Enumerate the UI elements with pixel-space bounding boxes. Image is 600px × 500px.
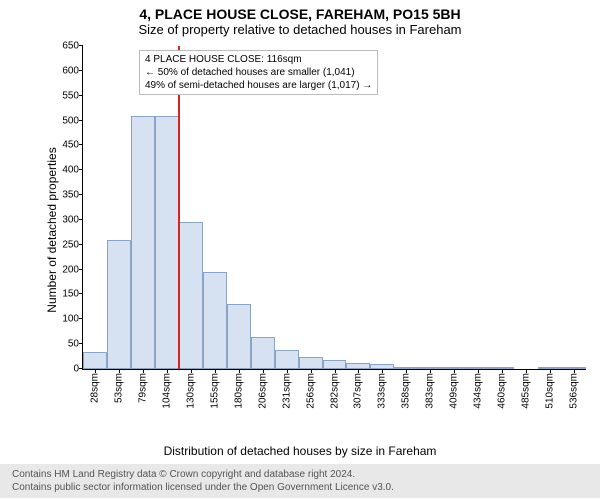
x-tick-mark xyxy=(406,369,407,373)
y-tick-mark xyxy=(79,244,83,245)
x-tick-mark xyxy=(191,369,192,373)
annotation-line3: 49% of semi-detached houses are larger (… xyxy=(145,79,372,92)
x-tick-label: 409sqm xyxy=(449,373,460,409)
annotation-box: 4 PLACE HOUSE CLOSE: 116sqm ← 50% of det… xyxy=(139,50,378,95)
y-tick-mark xyxy=(79,219,83,220)
annotation-line1: 4 PLACE HOUSE CLOSE: 116sqm xyxy=(145,53,372,66)
y-tick-mark xyxy=(79,293,83,294)
x-tick-label: 485sqm xyxy=(521,373,532,409)
x-tick-label: 130sqm xyxy=(185,373,196,409)
x-tick-mark xyxy=(454,369,455,373)
y-tick-label: 600 xyxy=(62,65,79,76)
y-tick-mark xyxy=(79,194,83,195)
y-tick-label: 250 xyxy=(62,239,79,250)
y-tick-mark xyxy=(79,269,83,270)
x-tick-label: 333sqm xyxy=(377,373,388,409)
y-tick-mark xyxy=(79,95,83,96)
histogram-bar xyxy=(299,357,323,369)
footer-line1: Contains HM Land Registry data © Crown c… xyxy=(12,468,588,481)
x-tick-mark xyxy=(95,369,96,373)
x-tick-label: 358sqm xyxy=(401,373,412,409)
x-tick-mark xyxy=(119,369,120,373)
y-tick-mark xyxy=(79,120,83,121)
x-tick-label: 53sqm xyxy=(113,373,124,403)
x-tick-label: 206sqm xyxy=(257,373,268,409)
histogram-bar xyxy=(179,222,203,369)
y-tick-label: 50 xyxy=(68,339,79,350)
x-tick-label: 510sqm xyxy=(545,373,556,409)
x-tick-label: 231sqm xyxy=(281,373,292,409)
x-tick-label: 536sqm xyxy=(569,373,580,409)
footer-line2: Contains public sector information licen… xyxy=(12,481,588,494)
x-tick-label: 307sqm xyxy=(353,373,364,409)
x-tick-label: 155sqm xyxy=(209,373,220,409)
histogram-bar xyxy=(203,272,227,369)
annotation-line2: ← 50% of detached houses are smaller (1,… xyxy=(145,66,372,79)
histogram-bar xyxy=(275,350,299,369)
x-tick-label: 28sqm xyxy=(89,373,100,403)
y-tick-mark xyxy=(79,45,83,46)
y-tick-label: 500 xyxy=(62,115,79,126)
x-tick-mark xyxy=(239,369,240,373)
y-tick-label: 550 xyxy=(62,90,79,101)
x-tick-mark xyxy=(478,369,479,373)
y-tick-mark xyxy=(79,318,83,319)
x-tick-mark xyxy=(335,369,336,373)
chart-title: 4, PLACE HOUSE CLOSE, FAREHAM, PO15 5BH xyxy=(0,0,600,22)
x-tick-mark xyxy=(550,369,551,373)
y-tick-label: 100 xyxy=(62,314,79,325)
x-tick-mark xyxy=(382,369,383,373)
y-tick-label: 650 xyxy=(62,41,79,52)
y-tick-label: 350 xyxy=(62,190,79,201)
x-tick-mark xyxy=(574,369,575,373)
x-tick-mark xyxy=(167,369,168,373)
x-tick-mark xyxy=(430,369,431,373)
y-axis-label: Number of detached properties xyxy=(45,147,59,312)
histogram-bar xyxy=(83,352,107,369)
histogram-bar xyxy=(251,337,275,369)
x-tick-mark xyxy=(502,369,503,373)
plot-region: 4 PLACE HOUSE CLOSE: 116sqm ← 50% of det… xyxy=(82,46,586,370)
histogram-bar xyxy=(107,240,131,369)
x-tick-mark xyxy=(358,369,359,373)
x-tick-label: 180sqm xyxy=(233,373,244,409)
y-tick-mark xyxy=(79,70,83,71)
x-tick-label: 460sqm xyxy=(497,373,508,409)
y-tick-label: 150 xyxy=(62,289,79,300)
x-axis-label: Distribution of detached houses by size … xyxy=(0,444,600,458)
x-tick-label: 383sqm xyxy=(425,373,436,409)
x-tick-label: 79sqm xyxy=(137,373,148,403)
x-tick-mark xyxy=(311,369,312,373)
y-tick-label: 0 xyxy=(73,364,79,375)
histogram-bar xyxy=(227,304,251,369)
chart-area: Number of detached properties 4 PLACE HO… xyxy=(48,46,590,414)
x-tick-mark xyxy=(263,369,264,373)
x-tick-label: 434sqm xyxy=(473,373,484,409)
histogram-bar xyxy=(131,116,155,369)
histogram-bar xyxy=(155,116,179,369)
x-tick-mark xyxy=(526,369,527,373)
x-tick-label: 256sqm xyxy=(305,373,316,409)
x-tick-label: 282sqm xyxy=(329,373,340,409)
y-tick-mark xyxy=(79,343,83,344)
footer: Contains HM Land Registry data © Crown c… xyxy=(0,464,600,498)
y-tick-label: 450 xyxy=(62,140,79,151)
y-tick-label: 300 xyxy=(62,214,79,225)
x-tick-label: 104sqm xyxy=(161,373,172,409)
y-tick-label: 400 xyxy=(62,165,79,176)
x-tick-mark xyxy=(143,369,144,373)
histogram-bar xyxy=(323,360,347,369)
y-tick-mark xyxy=(79,144,83,145)
chart-subtitle: Size of property relative to detached ho… xyxy=(0,22,600,41)
y-tick-label: 200 xyxy=(62,264,79,275)
x-tick-mark xyxy=(287,369,288,373)
x-tick-mark xyxy=(215,369,216,373)
y-tick-mark xyxy=(79,169,83,170)
